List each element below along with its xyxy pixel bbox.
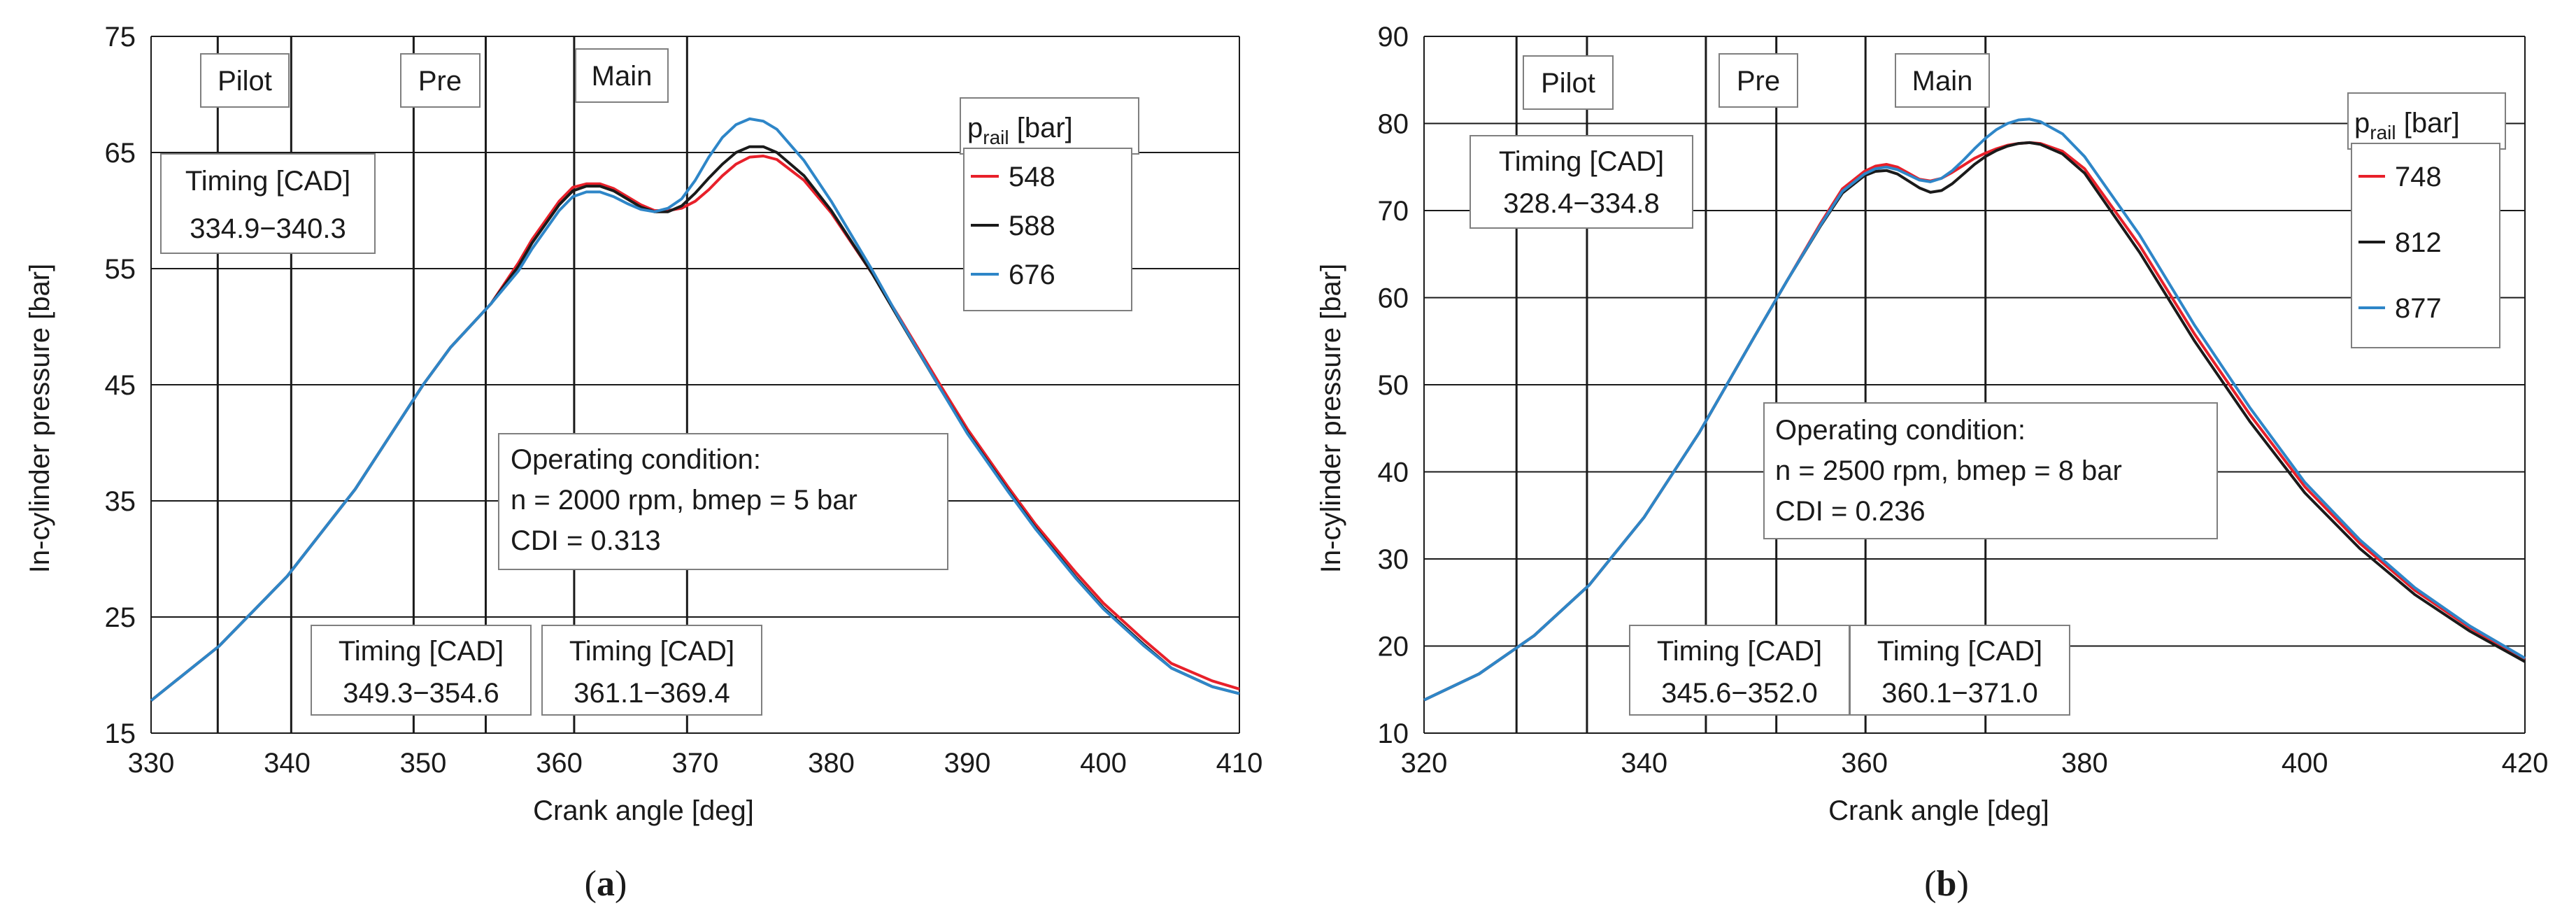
timing-range: 328.4−334.8 (1503, 188, 1660, 219)
timing-range: 360.1−371.0 (1881, 678, 2038, 709)
injection-name: Main (1912, 66, 1973, 97)
injection-label-main: Main (575, 48, 669, 103)
y-tick-label: 90 (1378, 22, 1409, 52)
x-tick-label: 420 (2502, 748, 2549, 779)
tick-labels: 15 25 35 45 55 65 75 330 340 350 360 370 380 390 400 41… (105, 22, 1263, 779)
legend-entry-877: 877 (2395, 293, 2442, 324)
injection-lines (216, 36, 688, 733)
y-tick-label: 65 (105, 138, 136, 169)
injection-label-pilot: Pilot (200, 53, 290, 108)
series-line-877 (1423, 118, 2526, 702)
panel-b: In-cylinder pressure [bar] Crank angle [… (1316, 22, 2548, 904)
timing-range: 334.9−340.3 (190, 213, 346, 244)
operating-condition-box: Operating condition: n = 2000 rpm, bmep … (498, 433, 948, 570)
x-tick-label: 360 (1841, 748, 1888, 779)
y-tick-label: 55 (105, 254, 136, 285)
injection-name: Pilot (1541, 68, 1595, 99)
panel-a: In-cylinder pressure [bar] Crank angle [… (24, 22, 1262, 904)
y-tick-label: 25 (105, 602, 136, 633)
injection-label-main: Main (1895, 53, 1990, 108)
panel-label: (a) (585, 864, 627, 904)
y-tick-label: 75 (105, 22, 136, 52)
legend: prail [bar] 748 812 877 (2347, 92, 2506, 348)
y-tick-label: 80 (1378, 109, 1409, 140)
y-tick-label: 35 (105, 486, 136, 517)
legend-entry-548: 548 (1009, 162, 1055, 192)
timing-title: Timing [CAD] (339, 636, 504, 667)
injection-label-pilot: Pilot (1523, 55, 1614, 110)
y-tick-label: 30 (1378, 544, 1409, 575)
x-tick-label: 360 (536, 748, 583, 779)
x-axis-label: Crank angle [deg] (1828, 795, 2049, 826)
operating-condition-box: Operating condition: n = 2500 rpm, bmep … (1763, 402, 2218, 539)
timing-title: Timing [CAD] (1877, 636, 2042, 667)
legend-title: prail [bar] (2354, 108, 2460, 143)
timing-title: Timing [CAD] (185, 166, 350, 197)
timing-title: Timing [CAD] (1657, 636, 1822, 667)
condition-title: Operating condition: (511, 444, 761, 475)
legend-entry-812: 812 (2395, 227, 2442, 258)
legend-entry-676: 676 (1009, 260, 1055, 290)
condition-line1: n = 2000 rpm, bmep = 5 bar (511, 485, 858, 516)
x-tick-label: 370 (672, 748, 719, 779)
y-axis-label: In-cylinder pressure [bar] (24, 264, 55, 573)
x-tick-label: 410 (1216, 748, 1263, 779)
y-tick-label: 50 (1378, 370, 1409, 401)
timing-range: 349.3−354.6 (343, 678, 499, 709)
timing-range: 361.1−369.4 (574, 678, 730, 709)
legend-title: prail [bar] (967, 113, 1073, 148)
y-tick-label: 40 (1378, 458, 1409, 488)
y-axis-label: In-cylinder pressure [bar] (1316, 264, 1346, 573)
panel-label: (b) (1924, 864, 1969, 904)
injection-name: Main (592, 61, 653, 92)
legend: prail [bar] 548 588 676 (960, 97, 1139, 311)
y-tick-label: 10 (1378, 718, 1409, 749)
series-group (150, 117, 1240, 702)
timing-range: 345.6−352.0 (1661, 678, 1818, 709)
x-axis-label: Crank angle [deg] (533, 795, 754, 826)
x-tick-label: 380 (808, 748, 855, 779)
legend-entry-588: 588 (1009, 211, 1055, 241)
x-tick-label: 340 (1621, 748, 1667, 779)
injection-name: Pre (418, 66, 462, 97)
injection-name: Pilot (218, 66, 272, 97)
timing-box-pilot: Timing [CAD] 328.4−334.8 (1470, 135, 1693, 229)
tick-labels: 10 20 30 40 50 60 70 80 90 320 340 360 380 400 420 (1378, 22, 2549, 779)
legend-entry-748: 748 (2395, 162, 2442, 192)
injection-label-pre: Pre (1718, 53, 1798, 108)
condition-title: Operating condition: (1775, 415, 2026, 446)
series-group (1423, 118, 2526, 702)
x-tick-label: 330 (128, 748, 175, 779)
injection-name: Pre (1737, 66, 1780, 97)
condition-line2: CDI = 0.236 (1775, 496, 1926, 527)
timing-box-pilot: Timing [CAD] 334.9−340.3 (160, 153, 376, 254)
condition-line1: n = 2500 rpm, bmep = 8 bar (1775, 455, 2122, 486)
series-line-676 (150, 117, 1240, 702)
y-tick-label: 15 (105, 718, 136, 749)
timing-box-main: Timing [CAD] 360.1−371.0 (1849, 625, 2070, 716)
timing-box-main: Timing [CAD] 361.1−369.4 (541, 625, 762, 716)
x-tick-label: 400 (2282, 748, 2328, 779)
grid (1423, 36, 2526, 734)
x-tick-label: 350 (400, 748, 447, 779)
x-tick-label: 320 (1401, 748, 1448, 779)
condition-line2: CDI = 0.313 (511, 525, 661, 556)
y-tick-label: 60 (1378, 283, 1409, 314)
timing-title: Timing [CAD] (1499, 146, 1664, 177)
y-tick-label: 45 (105, 370, 136, 401)
y-tick-label: 20 (1378, 632, 1409, 662)
x-tick-label: 400 (1080, 748, 1127, 779)
x-tick-label: 380 (2061, 748, 2108, 779)
timing-box-pre: Timing [CAD] 349.3−354.6 (311, 625, 532, 716)
timing-title: Timing [CAD] (569, 636, 734, 667)
x-tick-label: 390 (944, 748, 991, 779)
timing-box-pre: Timing [CAD] 345.6−352.0 (1629, 625, 1850, 716)
injection-label-pre: Pre (400, 53, 481, 108)
x-tick-label: 340 (264, 748, 311, 779)
y-tick-label: 70 (1378, 196, 1409, 227)
